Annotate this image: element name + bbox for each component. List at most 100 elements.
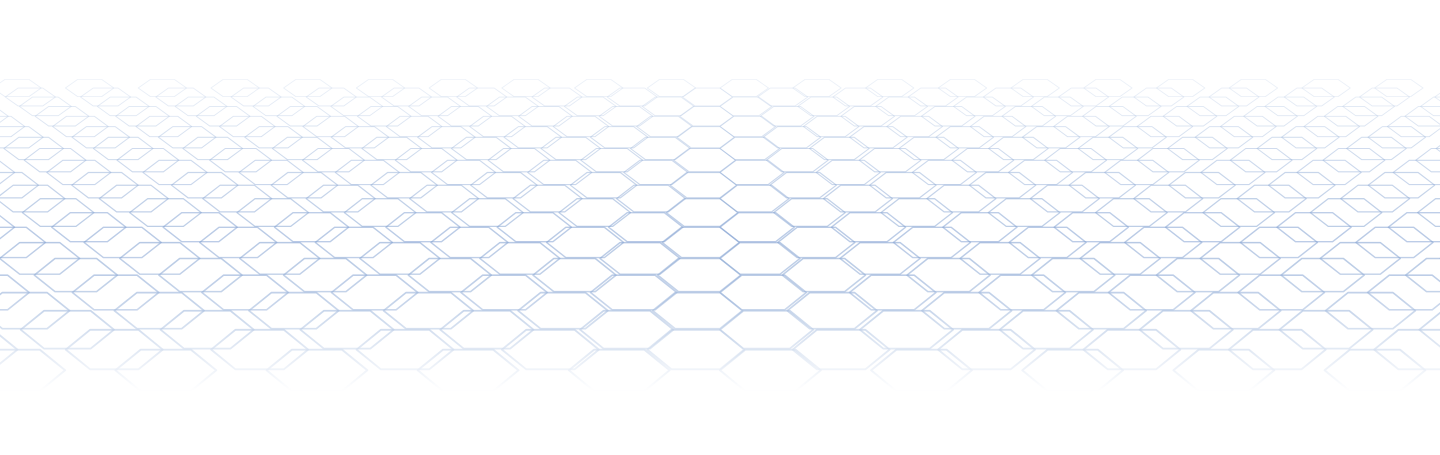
hexagon-cell [869,171,937,199]
hexagon-cell [0,348,67,392]
hexagon-cell [1309,198,1383,228]
hexagon-cell [762,126,822,149]
hexagon-cell [531,87,583,107]
hexagon-cell [0,126,44,149]
hexagon-cell [859,309,954,350]
hexagon-cell [0,109,9,123]
hexagon-cell [1136,115,1194,138]
hexagon-cell [135,115,193,138]
hexagon-cell [114,348,218,392]
hexagon-cell [1053,212,1130,243]
hexagon-cell [1280,257,1365,293]
hexagon-cell [870,348,973,392]
hexagon-cell [769,171,837,199]
hexagon-cell [219,115,276,138]
hexagon-cell [65,79,115,97]
hexagon-cell [1030,96,1084,117]
hexagon-cell [361,136,423,161]
hexagon-cell [330,96,384,117]
hexagon-cell [567,348,671,392]
hexagon-cell [1082,106,1137,127]
hexagon-cell [408,96,461,117]
hexagon-cell [71,126,131,149]
hexagon-cell [3,136,65,161]
hexagon-cell [252,96,306,117]
hexagon-cell [450,136,512,161]
hexagon-cell [430,226,509,259]
hexagon-cell [911,159,978,186]
hexagon-cell [920,106,976,127]
hexagon-cell [1200,159,1266,186]
hexagon-cell [792,79,842,97]
hexagon-cell [968,171,1037,199]
hexagon-cell [230,87,282,107]
hexagon-cell [1303,115,1361,138]
hexagon-cell [1021,126,1081,149]
hexagon-cell [359,241,441,275]
hexagon-cell [540,136,602,161]
hexagon-cell [926,184,997,213]
hexagon-cell [786,291,878,330]
hexagon-cell [1229,147,1293,173]
hexagon-cell [479,241,561,275]
hexagon-cell [1162,106,1218,127]
hexagon-cell [998,309,1094,350]
hexagon-cell [865,79,915,97]
hexagon-cell [23,147,87,173]
hexagon-cell [959,241,1041,275]
hexagon-cell [1168,171,1236,199]
hexagon-cell [155,87,207,107]
hexagon-cell [1172,348,1276,392]
hexagon-cell [195,106,251,127]
hexagon-cell [1392,159,1440,186]
hexagon-cell [301,147,365,173]
hexagon-cell [527,159,593,186]
hexagon-cell [822,184,894,213]
hexagon-cell [953,96,1006,117]
hexagon-cell [1404,257,1440,293]
hexagon-cell [503,126,563,149]
hexagon-cell [858,147,922,173]
hexagon-cell [679,106,734,127]
hexagon-cell [1256,136,1318,161]
hexagon-cell [1296,159,1362,186]
hexagon-cell [116,147,180,173]
hexagon-cell [719,96,773,117]
hexagon-cell [302,115,359,138]
hexagon-cell [777,226,856,259]
hexagon-cell [1007,159,1074,186]
hexagon-cell [1058,87,1110,107]
hexagon-cell [394,147,458,173]
hexagon-cell [921,291,1013,330]
hexagon-cell [681,87,733,107]
hexagon-cell [1136,147,1200,173]
hexagon-cell [305,87,357,107]
hexagon-cell [500,328,600,371]
hexagon-cell [1053,115,1110,138]
hexagon-cell [1340,184,1411,213]
hexagon-cell [580,147,644,173]
hexagon-cell [969,115,1027,138]
hexagon-cell [1374,79,1424,97]
hexagon-cell [839,241,921,275]
hexagon-cell [1227,328,1327,371]
hexagon-cell [1404,106,1440,127]
hexagon-cell [1220,115,1277,138]
hexagon-cell [1237,274,1326,311]
hexagon-cell [437,106,493,127]
hexagon-cell [1190,291,1282,330]
hexagon-cell [759,106,815,127]
hexagon-cell [271,136,333,161]
hexagon-cell [1164,212,1241,243]
hexagon-cell [832,87,884,107]
hexagon-cell [606,87,658,107]
hexagon-cell [174,96,228,117]
hexagon-cell [1194,126,1254,149]
hexagon-cell [1108,96,1162,117]
hexagon-cell [1319,241,1402,275]
hexagon-cell [1082,328,1182,371]
hexagon-cell [1094,198,1168,228]
hexagon-cell [951,147,1015,173]
hexagon-cell [1155,257,1241,293]
hexagon-cell [1324,291,1417,330]
